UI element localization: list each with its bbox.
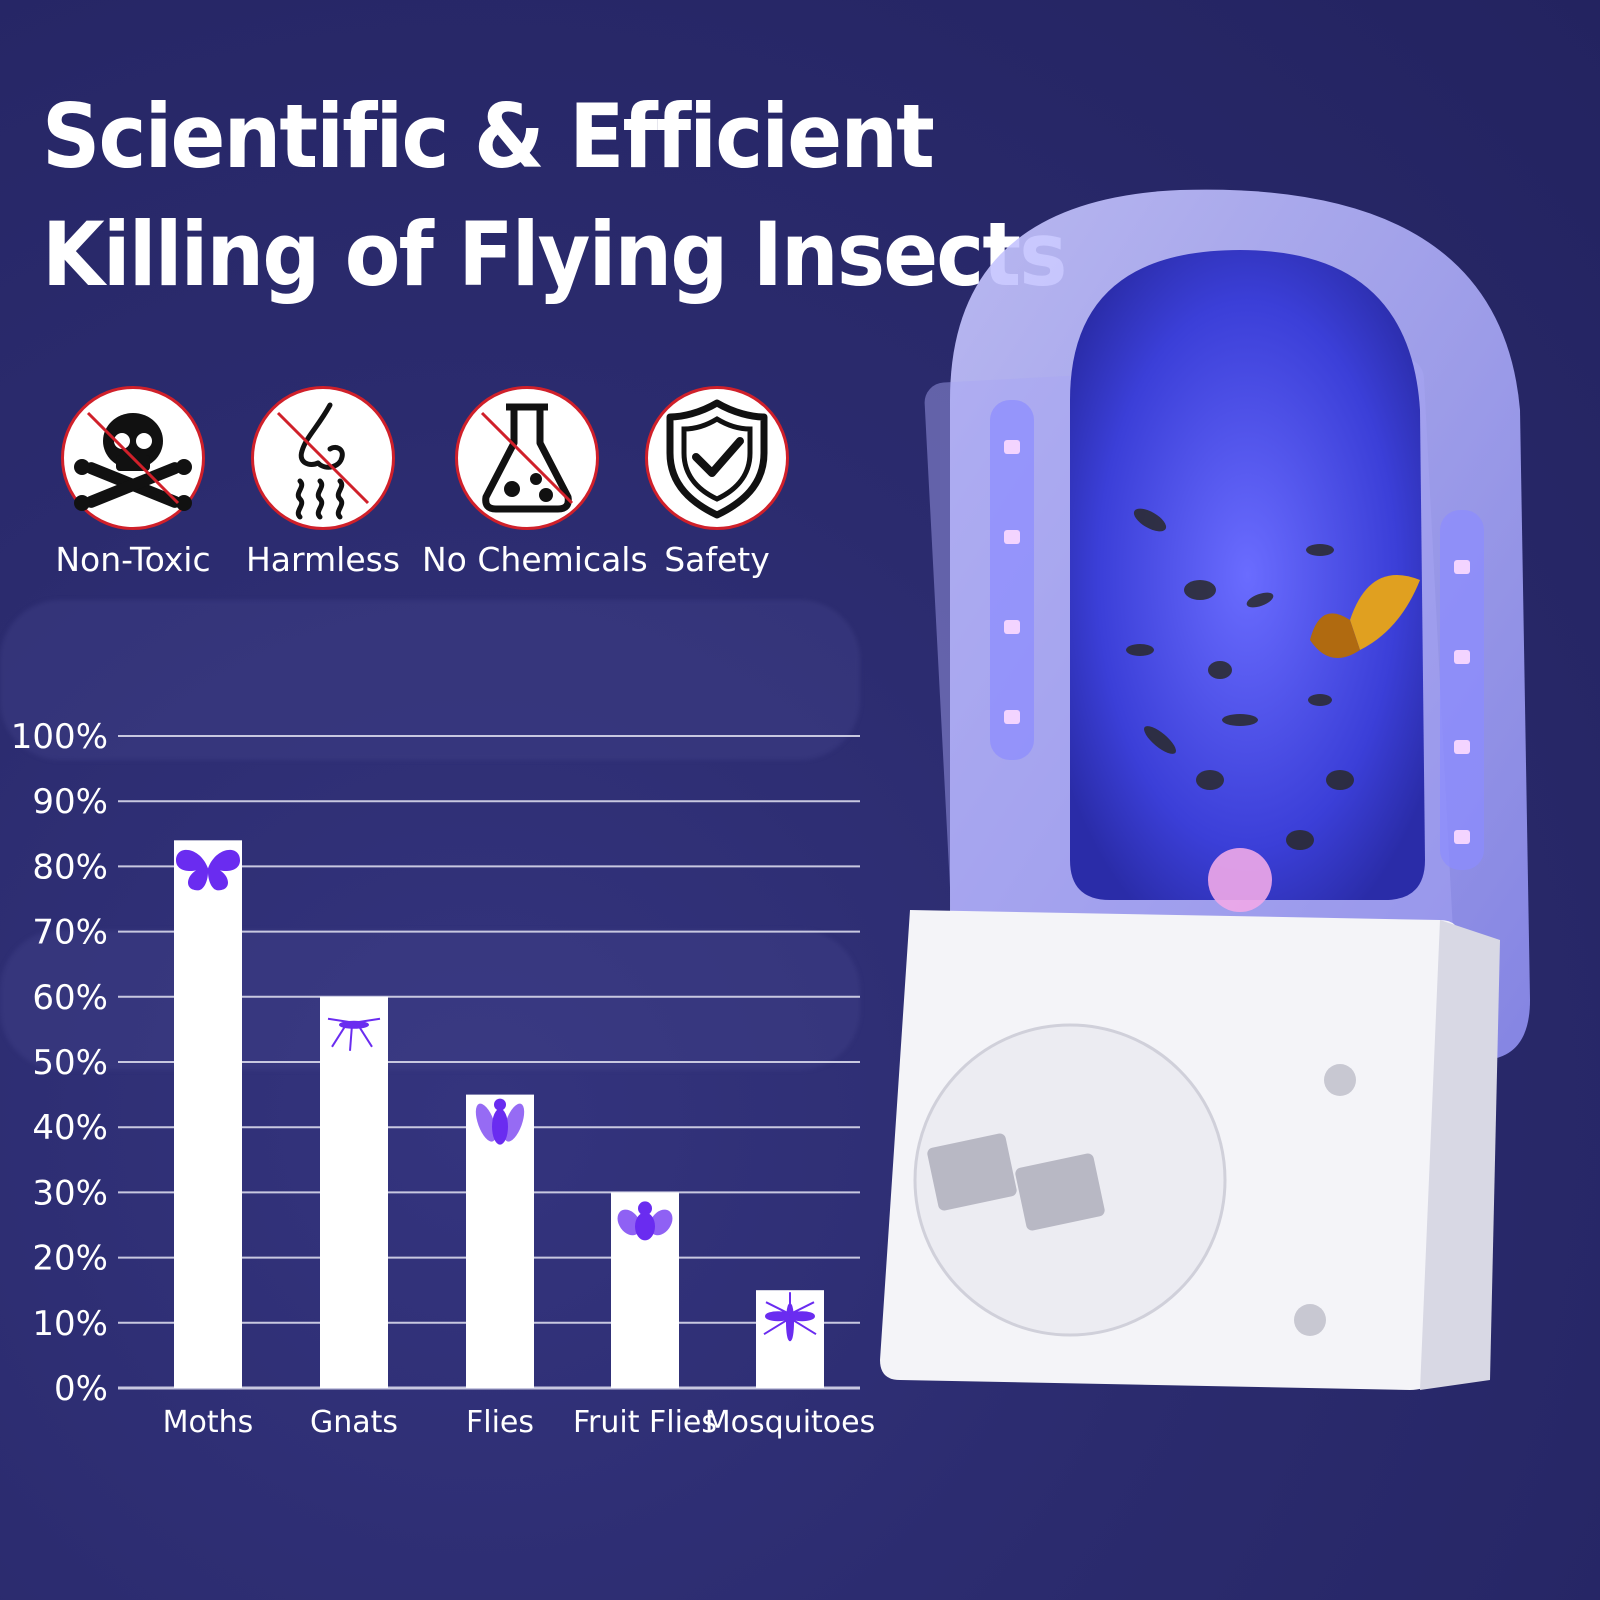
x-category-label: Moths — [163, 1405, 254, 1440]
badge-circle — [645, 386, 789, 530]
badge-circle — [61, 386, 205, 530]
badge-harmless: Harmless — [218, 386, 428, 579]
bar-moths — [174, 840, 242, 1388]
badge-safety: Safety — [612, 386, 822, 579]
fruit-fly-icon — [617, 1201, 673, 1241]
badge-label: Harmless — [245, 540, 401, 579]
trapped-insects — [1126, 508, 1354, 850]
badge-label: Non-Toxic — [55, 540, 211, 579]
y-tick-label: 10% — [32, 1304, 108, 1344]
x-category-label: Mosquitoes — [705, 1405, 875, 1440]
y-tick-label: 50% — [32, 1043, 108, 1083]
fly-icon — [475, 1098, 525, 1145]
background-sofa-back — [0, 600, 860, 760]
headline: Scientific & Efficient Killing of Flying… — [42, 78, 1067, 314]
y-tick-label: 70% — [32, 913, 108, 953]
mosquito-icon — [763, 1292, 817, 1342]
y-tick-label: 90% — [32, 782, 108, 822]
nose-smell-icon — [276, 402, 370, 520]
kill-rate-bar-chart: 0% 10% 20% 30% 40% 50% 60% 70% 80% 90% 100% Moths Gn… — [11, 717, 875, 1440]
background-sofa-seat — [0, 930, 860, 1070]
bar-gnats — [320, 996, 388, 1388]
y-tick-label: 60% — [32, 978, 108, 1018]
plug-housing — [880, 910, 1500, 1390]
gnat-icon — [327, 1017, 381, 1051]
x-category-label: Fruit Flies — [573, 1405, 717, 1440]
badge-label: No Chemicals — [422, 540, 648, 579]
y-tick-label: 0% — [54, 1369, 108, 1409]
badge-circle — [455, 386, 599, 530]
badge-label: Safety — [664, 540, 770, 579]
x-category-label: Flies — [466, 1405, 534, 1440]
shield-check-icon — [666, 399, 768, 519]
uv-bulb — [1208, 848, 1272, 912]
y-tick-label: 30% — [32, 1173, 108, 1213]
flask-icon — [480, 403, 574, 513]
x-category-label: Gnats — [310, 1405, 398, 1440]
badge-circle — [251, 386, 395, 530]
y-tick-label: 80% — [32, 847, 108, 887]
butterfly-in-trap — [1310, 575, 1420, 658]
badge-no-chemicals: No Chemicals — [422, 386, 648, 579]
insect-trap-device-image — [880, 189, 1530, 1390]
y-tick-label: 100% — [11, 717, 108, 757]
headline-line-2: Killing of Flying Insects — [42, 203, 1067, 306]
headline-line-1: Scientific & Efficient — [42, 85, 935, 188]
y-tick-label: 20% — [32, 1239, 108, 1279]
badge-non-toxic: Non-Toxic — [28, 386, 238, 579]
butterfly-icon — [176, 849, 240, 891]
skull-crossbones-icon — [74, 411, 192, 511]
y-tick-label: 40% — [32, 1108, 108, 1148]
device-frame — [924, 189, 1530, 1061]
